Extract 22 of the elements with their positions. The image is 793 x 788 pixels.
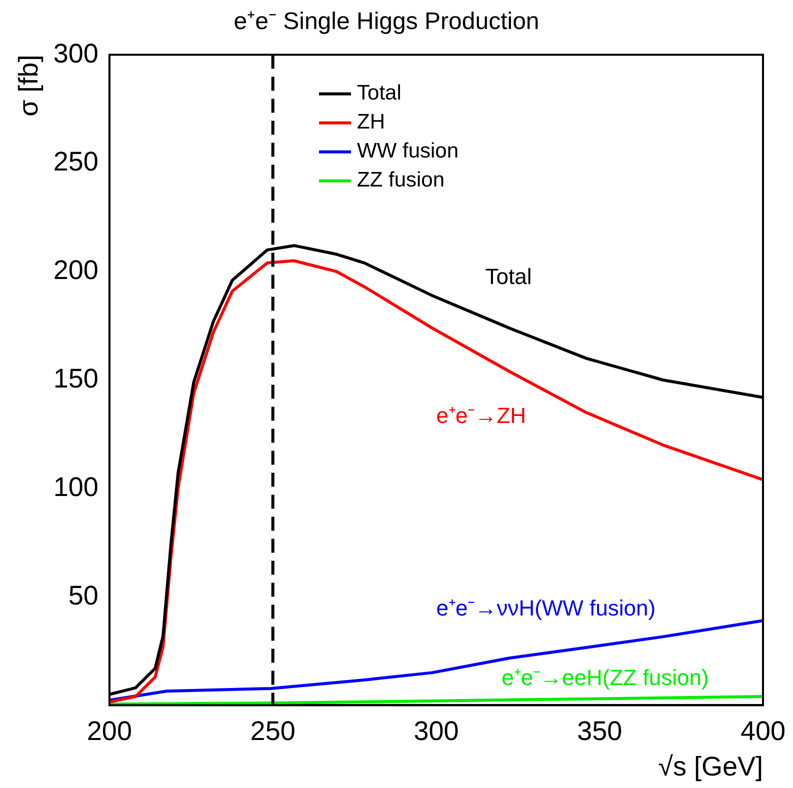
legend-label: ZH bbox=[357, 110, 386, 134]
x-axis-title: √s [GeV] bbox=[658, 751, 763, 782]
legend-label: ZZ fusion bbox=[357, 168, 445, 192]
annotation: e⁺e⁻→ννH(WW fusion) bbox=[436, 596, 656, 621]
chart-title: e⁺e⁻ Single Higgs Production bbox=[234, 8, 540, 36]
y-tick-label: 50 bbox=[68, 580, 98, 610]
y-axis-title: σ [fb] bbox=[14, 54, 44, 116]
legend-label: Total bbox=[357, 82, 402, 105]
x-tick-label: 400 bbox=[740, 716, 786, 746]
y-tick-label: 300 bbox=[53, 38, 98, 68]
annotation: e⁺e⁻→ZH bbox=[436, 403, 526, 428]
x-tick-label: 350 bbox=[577, 716, 622, 746]
x-tick-label: 250 bbox=[250, 716, 296, 746]
y-tick-label: 200 bbox=[53, 255, 98, 286]
y-tick-label: 150 bbox=[53, 363, 98, 394]
x-tick-label: 300 bbox=[414, 716, 459, 746]
annotation: e⁺e⁻→eeH(ZZ fusion) bbox=[502, 665, 709, 690]
y-tick-label: 250 bbox=[53, 146, 98, 177]
x-tick-label: 200 bbox=[86, 716, 132, 746]
annotation: Total bbox=[485, 264, 532, 289]
legend-label: WW fusion bbox=[357, 140, 459, 163]
y-tick-label: 100 bbox=[53, 472, 98, 502]
